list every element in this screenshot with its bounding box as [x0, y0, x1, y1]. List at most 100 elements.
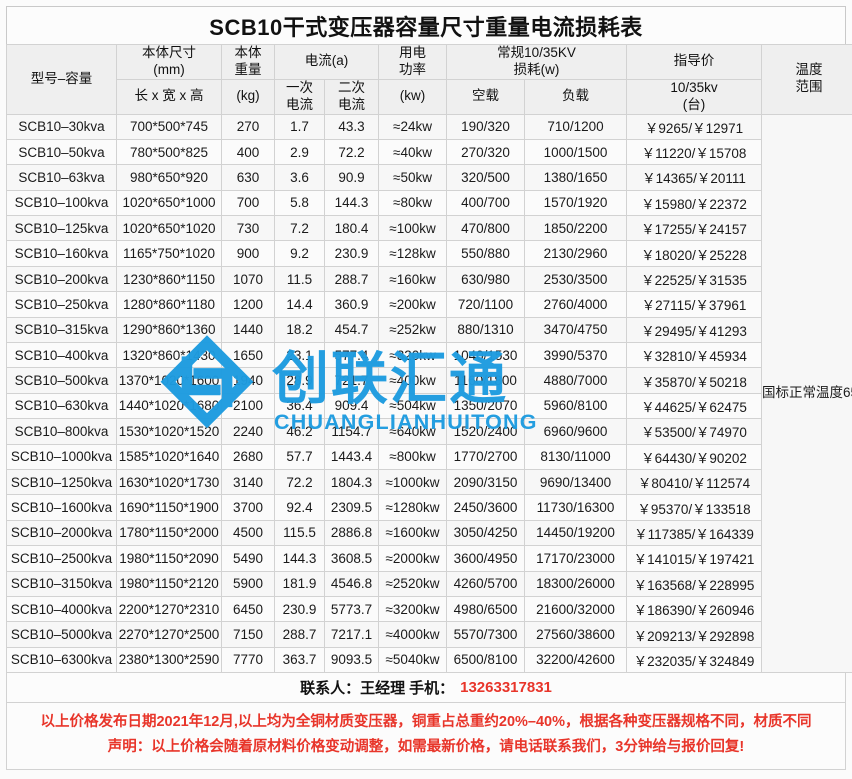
contact-phone-number[interactable]: 13263317831: [460, 679, 552, 697]
cell-dim: 1530*1020*1520: [116, 418, 222, 445]
cell-model: SCB10–50kva: [6, 138, 117, 166]
page-title: SCB10干式变压器容量尺寸重量电流损耗表: [209, 14, 643, 40]
cell-weight: 730: [221, 215, 275, 242]
cell-i1: 23.1: [274, 342, 325, 369]
cell-load: 11730/16300: [523, 494, 628, 521]
cell-price: ￥141015/￥197421: [626, 545, 763, 572]
cell-weight: 700: [221, 189, 275, 217]
th-current-primary: 一次 电流: [274, 78, 325, 115]
notice-line-2: 声明：以上价格会随着原材料价格变动调整，如需最新价格，请电话联系我们，3分钟给与…: [107, 739, 745, 756]
th-price-sub-2: (台): [682, 96, 706, 112]
cell-i2: 72.2: [324, 138, 379, 166]
cell-weight: 7770: [221, 646, 275, 674]
th-weight-group: 本体 重量: [221, 44, 275, 80]
cell-kw: ≈640kw: [378, 418, 447, 445]
cell-noload: 550/880: [446, 240, 525, 267]
cell-kw: ≈200kw: [378, 291, 447, 318]
cell-model: SCB10–315kva: [6, 316, 117, 344]
cell-i1: 1.7: [274, 113, 325, 140]
cell-load: 17170/23000: [523, 545, 628, 572]
cell-i1: 9.2: [274, 240, 325, 267]
cell-weight: 2680: [221, 443, 275, 470]
cell-price: ￥80410/￥112574: [626, 468, 763, 496]
cell-i2: 454.7: [324, 316, 379, 344]
cell-model: SCB10–1000kva: [6, 443, 117, 470]
cell-i2: 1154.7: [324, 418, 379, 445]
cell-noload: 270/320: [446, 138, 525, 166]
th-dimensions-group: 本体尺寸 (mm): [116, 44, 222, 80]
table-header: 型号–容量 本体尺寸 (mm) 本体 重量 电流(a) 用电 功率 常规10/3…: [6, 44, 852, 115]
table-body: SCB10–30kva 700*500*745 270 1.7 43.3 ≈24kw 190…: [6, 113, 852, 674]
cell-noload: 190/320: [446, 113, 525, 140]
table-row: SCB10–5000kva 2270*1270*2500 7150 288.7 7217…: [6, 621, 852, 648]
notice-line-1: 以上价格发布日期2021年12月,以上均为全铜材质变压器，铜重占总重约20%–4…: [40, 714, 812, 731]
th-loss-load: 负载: [523, 78, 628, 115]
cell-model: SCB10–1600kva: [6, 494, 117, 521]
cell-noload: 630/980: [446, 265, 525, 293]
cell-price: ￥163568/￥228995: [626, 570, 763, 597]
cell-i2: 909.4: [324, 392, 379, 420]
cell-i1: 57.7: [274, 443, 325, 470]
cell-model: SCB10–30kva: [6, 113, 117, 140]
cell-i1: 181.9: [274, 570, 325, 597]
cell-i1: 5.8: [274, 189, 325, 217]
cell-kw: ≈2000kw: [378, 545, 447, 572]
cell-i1: 115.5: [274, 519, 325, 547]
cell-i2: 230.9: [324, 240, 379, 267]
cell-i1: 11.5: [274, 265, 325, 293]
cell-i2: 2886.8: [324, 519, 379, 547]
th-loss-group: 常规10/35KV 损耗(w): [445, 44, 628, 80]
contact-band: 联系人：王经理 手机： 13263317831: [6, 673, 846, 704]
cell-i2: 2309.5: [324, 494, 379, 521]
cell-model: SCB10–2500kva: [6, 545, 117, 572]
cell-i1: 3.6: [274, 164, 325, 191]
cell-model: SCB10–630kva: [6, 392, 117, 420]
cell-kw: ≈504kw: [378, 392, 447, 420]
th-weight-unit: (kg): [221, 78, 275, 115]
cell-load: 1380/1650: [523, 164, 628, 191]
cell-load: 14450/19200: [523, 519, 628, 547]
cell-kw: ≈252kw: [378, 316, 447, 344]
cell-noload: 2450/3600: [446, 494, 525, 521]
cell-price: ￥15980/￥22372: [626, 189, 763, 217]
cell-weight: 1200: [221, 291, 275, 318]
cell-weight: 1940: [221, 367, 275, 394]
header-row-2: 长 x 宽 x 高 (kg) 一次 电流 二次 电流 (kw) 空载 负载 10…: [7, 78, 852, 115]
cell-kw: ≈3200kw: [378, 595, 447, 623]
cell-price: ￥64430/￥90202: [626, 443, 763, 470]
cell-dim: 1165*750*1020: [116, 240, 222, 267]
table-row: SCB10–2500kva 1980*1150*2090 5490 144.3 3608…: [6, 545, 852, 572]
th-i2-label-1: 二次: [338, 79, 365, 95]
th-price-sub-1: 10/35kv: [670, 79, 718, 95]
cell-dim: 1585*1020*1640: [116, 443, 222, 470]
cell-load: 27560/38600: [523, 621, 628, 648]
cell-noload: 720/1100: [446, 291, 525, 318]
cell-weight: 1650: [221, 342, 275, 369]
cell-model: SCB10–200kva: [6, 265, 117, 293]
header-row-1: 型号–容量 本体尺寸 (mm) 本体 重量 电流(a) 用电 功率 常规10/3…: [6, 44, 852, 115]
notice-band: 以上价格发布日期2021年12月,以上均为全铜材质变压器，铜重占总重约20%–4…: [6, 703, 846, 770]
cell-price: ￥232035/￥324849: [626, 646, 763, 674]
cell-weight: 400: [221, 138, 275, 166]
cell-price: ￥32810/￥45934: [626, 342, 763, 369]
cell-load: 4880/7000: [523, 367, 628, 394]
cell-price: ￥186390/￥260946: [626, 595, 763, 623]
cell-i1: 144.3: [274, 545, 325, 572]
th-dimensions-sub: 长 x 宽 x 高: [116, 78, 222, 115]
cell-noload: 1520/2400: [446, 418, 525, 445]
cell-dim: 780*500*825: [116, 138, 222, 166]
cell-noload: 470/800: [446, 215, 525, 242]
cell-noload: 400/700: [446, 189, 525, 217]
table-row: SCB10–63kva 980*650*920 630 3.6 90.9 ≈50kw 320…: [6, 164, 852, 191]
cell-model: SCB10–2000kva: [6, 519, 117, 547]
cell-dim: 1280*860*1180: [116, 291, 222, 318]
table-row: SCB10–100kva 1020*650*1000 700 5.8 144.3 ≈80k…: [6, 189, 852, 217]
cell-load: 32200/42600: [523, 646, 628, 674]
table-row: SCB10–3150kva 1980*1150*2120 5900 181.9 4546…: [6, 570, 852, 597]
cell-model: SCB10–5000kva: [6, 621, 117, 648]
cell-kw: ≈800kw: [378, 443, 447, 470]
cell-model: SCB10–63kva: [6, 164, 117, 191]
cell-price: ￥117385/￥164339: [626, 519, 763, 547]
cell-weight: 1440: [221, 316, 275, 344]
table-row: SCB10–200kva 1230*860*1150 1070 11.5 288.7 ≈1…: [6, 265, 852, 293]
